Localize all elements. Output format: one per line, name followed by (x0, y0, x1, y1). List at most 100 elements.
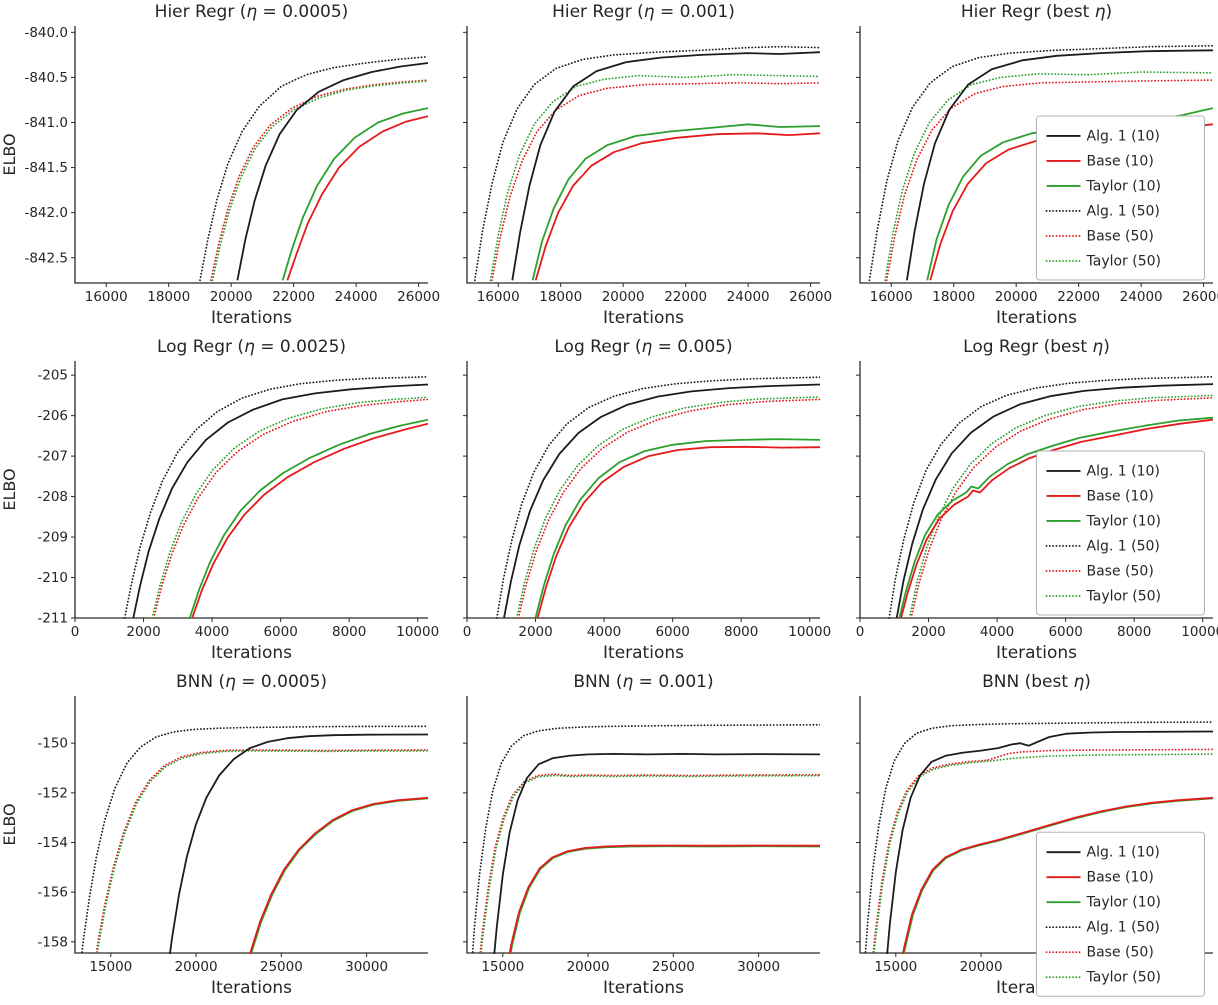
y-axis-label: ELBO (0, 468, 19, 510)
legend-entry-label: Base (10) (1087, 488, 1154, 504)
series-alg1-10-line (511, 51, 820, 281)
x-tick-label: 4000 (980, 624, 1014, 640)
x-tick-label: 30000 (345, 959, 388, 975)
series-taylor-10-line (281, 107, 428, 281)
y-tick-label: -841.0 (24, 115, 68, 131)
series-taylor-10-line (250, 797, 428, 954)
y-tick-label: -840.5 (24, 70, 68, 86)
x-tick-label: 2000 (911, 624, 945, 640)
chart-title: BNN (η = 0.001) (573, 672, 713, 692)
x-tick-label: 15000 (874, 959, 917, 975)
series-base-10-line (536, 445, 820, 619)
x-tick-label: 30000 (737, 959, 780, 975)
x-axis-label: Iterations (603, 643, 684, 663)
chart-hier-regr-eta-0001: Hier Regr (η = 0.001) 16000 18000 20000 2200… (463, 2, 832, 328)
x-tick-label: 8000 (724, 624, 758, 640)
y-tick-label: -840.0 (24, 25, 68, 41)
y-axis-label: ELBO (0, 133, 19, 175)
chart-bnn-eta-00005: BNN (η = 0.0005) 15000 20000 25000 30000 -150… (0, 672, 428, 998)
chart-hier-regr-best-eta: Hier Regr (best η) 16000 18000 20000 22000 24… (856, 2, 1218, 328)
axis-spines (74, 361, 428, 619)
x-tick-label: 2000 (518, 624, 552, 640)
x-axis-label: Iterations (211, 643, 292, 663)
series-base-10-line (534, 132, 820, 281)
legend: Alg. 1 (10) Base (10) Taylor (10) Alg. 1 (5… (1036, 115, 1205, 281)
x-tick-label: 22000 (664, 289, 707, 305)
series-base-10-line (191, 422, 428, 619)
x-tick-label: 24000 (1120, 289, 1163, 305)
series-taylor-50-line (489, 73, 820, 282)
legend-entry-label: Taylor (50) (1086, 970, 1162, 986)
x-tick-label: 6000 (655, 624, 689, 640)
legend-entry-label: Alg. 1 (50) (1087, 203, 1160, 219)
axis-spines (466, 26, 820, 284)
x-tick-label: 6000 (1048, 624, 1082, 640)
series-alg1-10-line (503, 383, 820, 619)
axis-spines (859, 26, 1213, 284)
chart-title: Log Regr (best η) (963, 337, 1110, 357)
x-tick-label: 10000 (396, 624, 439, 640)
legend-entry-label: Alg. 1 (50) (1087, 920, 1160, 936)
series-alg1-50-line (864, 721, 1213, 954)
axis-spines (74, 696, 428, 954)
series-alg1-10-line (236, 62, 428, 281)
y-tick-label: -206 (37, 408, 68, 424)
series-taylor-10-line (531, 123, 820, 281)
series-taylor-50-line (515, 396, 820, 619)
x-tick-label: 10000 (788, 624, 831, 640)
chart-title: Log Regr (η = 0.005) (554, 337, 732, 357)
x-tick-label: 0 (463, 624, 472, 640)
legend-entry-label: Taylor (10) (1086, 895, 1162, 911)
x-tick-label: 26000 (1182, 289, 1218, 305)
x-axis-label: Iterations (211, 978, 292, 998)
series-alg1-10-line (906, 49, 1213, 281)
series-alg1-50-line (888, 375, 1213, 619)
series-alg1-50-line (199, 55, 428, 282)
x-axis-label: Iterations (996, 308, 1077, 328)
chart-title: BNN (best η) (982, 672, 1091, 692)
legend-entry-label: Alg. 1 (10) (1087, 128, 1160, 144)
x-tick-label: 26000 (789, 289, 832, 305)
y-axis-label: ELBO (0, 803, 19, 845)
series-alg1-50-line (495, 376, 820, 619)
x-tick-label: 16000 (85, 289, 128, 305)
y-tick-label: -210 (37, 570, 68, 586)
series-base-10-line (286, 115, 428, 281)
y-tick-label: -841.5 (24, 160, 68, 176)
x-tick-label: 20000 (995, 289, 1038, 305)
x-tick-label: 6000 (263, 624, 297, 640)
x-tick-label: 4000 (587, 624, 621, 640)
y-tick-label: -158 (37, 934, 68, 950)
series-base-50-line (910, 396, 1213, 619)
chart-log-regr-best-eta: Log Regr (best η) 0 2000 4000 6000 8000 10000 I… (856, 337, 1218, 663)
x-axis-label: Iterations (211, 308, 292, 328)
x-tick-label: 25000 (652, 959, 695, 975)
chart-log-regr-eta-0005: Log Regr (η = 0.005) 0 2000 4000 6000 8000 100… (463, 337, 831, 663)
series-base-10-line (508, 844, 820, 954)
y-tick-label: -150 (37, 736, 68, 752)
x-axis-label: Iterations (603, 308, 684, 328)
chart-title: Hier Regr (η = 0.0005) (155, 2, 349, 22)
y-tick-label: -152 (37, 785, 68, 801)
series-base-10-line (900, 418, 1213, 619)
series-base-50-line (210, 79, 428, 282)
chart-hier-regr-eta-00005: Hier Regr (η = 0.0005) 16000 18000 20000 220… (0, 2, 440, 328)
x-tick-label: 18000 (539, 289, 582, 305)
series-base-10-line (249, 796, 428, 954)
series-taylor-10-line (188, 418, 428, 619)
series-alg1-50-line (80, 725, 428, 954)
x-tick-label: 15000 (89, 959, 132, 975)
x-tick-label: 18000 (932, 289, 975, 305)
series-alg1-50-line (868, 44, 1213, 282)
series-taylor-50-line (873, 753, 1213, 954)
y-tick-label: -156 (37, 885, 68, 901)
legend-entry-label: Alg. 1 (50) (1087, 538, 1160, 554)
chart-bnn-eta-0001: BNN (η = 0.001) 15000 20000 25000 30000 Itera… (463, 672, 820, 998)
legend-entry-label: Alg. 1 (10) (1087, 845, 1160, 861)
y-tick-label: -842.5 (24, 250, 68, 266)
x-tick-label: 4000 (195, 624, 229, 640)
legend-entry-label: Taylor (50) (1086, 588, 1162, 604)
legend-entry-label: Base (50) (1087, 228, 1154, 244)
series-base-50-line (885, 79, 1213, 282)
y-tick-label: -842.0 (24, 205, 68, 221)
